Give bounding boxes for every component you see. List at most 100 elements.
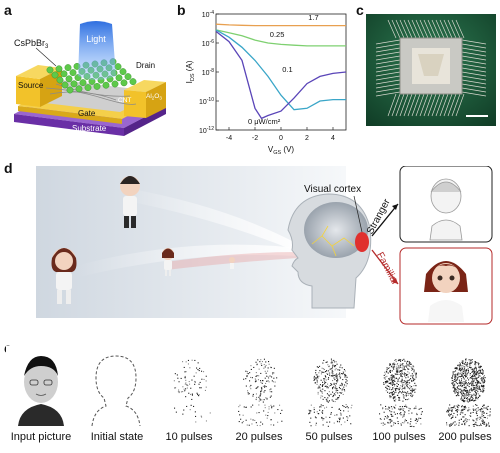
face-pixel (385, 370, 387, 372)
face-pixel (412, 390, 414, 392)
face-pixel (404, 375, 406, 377)
human-head (287, 193, 372, 309)
face-pixel (405, 404, 407, 406)
face-pixel (476, 384, 478, 386)
face-pixel (269, 389, 271, 391)
face-pixel (245, 419, 247, 421)
pin-top (443, 19, 453, 39)
face-pixel (478, 386, 480, 388)
face-pixel (390, 413, 392, 415)
face-pixel (405, 394, 407, 396)
face-pixel (329, 374, 331, 376)
face-pixel (410, 393, 412, 395)
face-pixel (389, 395, 391, 397)
face-pixel (260, 380, 262, 382)
face-pixel (323, 359, 325, 361)
face-pixel (340, 424, 342, 426)
face-pixel (342, 373, 344, 375)
face-pixel (325, 381, 327, 383)
face-pixel (388, 378, 390, 380)
face-pixel (391, 384, 393, 386)
face-pixel (461, 369, 463, 371)
face-pixel (458, 376, 460, 378)
face-pixel (271, 380, 273, 382)
face-pixel (333, 377, 335, 379)
face-pixel (453, 371, 455, 373)
face-pixel (391, 365, 393, 367)
face-pixel (404, 380, 406, 382)
face-pixel (467, 372, 469, 374)
face-pixel (338, 408, 340, 410)
pin-right (461, 55, 487, 61)
face-pixel (461, 397, 463, 399)
face-pixel (467, 368, 469, 370)
face-pixel (392, 377, 394, 379)
face-pixel (319, 365, 321, 367)
face-pixel (421, 411, 423, 413)
face-pixel (481, 380, 483, 382)
face-pixel (399, 381, 401, 383)
pin-top (423, 19, 433, 39)
face-pixel (478, 364, 480, 366)
face-pixel (482, 381, 484, 383)
face-pixel (414, 382, 416, 384)
face-pixel (319, 406, 321, 408)
face-pixel (332, 387, 334, 389)
face-pixel (407, 364, 409, 366)
face-pixel (401, 363, 403, 365)
face-pixel (181, 391, 183, 393)
face-pixel (324, 407, 326, 409)
face-pixel (265, 382, 267, 384)
face-pixel (449, 409, 451, 411)
face-pixel (177, 377, 179, 379)
face-pixel (385, 386, 387, 388)
face-pixel (409, 379, 411, 381)
face-pixel (406, 406, 408, 408)
face-pixel (458, 364, 460, 366)
face-pixel (191, 393, 193, 395)
face-pixel (460, 410, 462, 412)
face-pixel (392, 363, 394, 365)
face-pixel (238, 406, 240, 408)
face-pixel (448, 413, 450, 415)
face-pixel (339, 377, 341, 379)
face-pixel (453, 412, 455, 414)
pin-right (461, 63, 487, 69)
face-pixel (473, 373, 475, 375)
face-pixel (471, 359, 473, 361)
face-pixel (408, 410, 410, 412)
face-pixel (395, 361, 397, 363)
face-pixel (264, 366, 266, 368)
face-pixel (482, 391, 484, 393)
face-pixel (470, 395, 472, 397)
face-pixel (400, 412, 402, 414)
face-pixel (391, 370, 393, 372)
face-pixel (327, 364, 329, 366)
face-pixel (472, 382, 474, 384)
face-pixel (346, 405, 348, 407)
face-pixel (411, 391, 413, 393)
face-pixel (406, 392, 408, 394)
face-pixel (336, 373, 338, 375)
face-pixel (454, 378, 456, 380)
face-pixel (343, 406, 345, 408)
face-pixel (245, 406, 247, 408)
face-pixel (315, 417, 317, 419)
face-pixel (474, 388, 476, 390)
face-pixel (399, 399, 401, 401)
face-pixel (460, 393, 462, 395)
face-pixel (462, 416, 464, 418)
face-pixel (325, 376, 327, 378)
face-pixel (474, 390, 476, 392)
face-pixel (413, 369, 415, 371)
pin-right (461, 43, 487, 49)
face-pixel (205, 375, 207, 377)
face-pixel (469, 409, 471, 411)
face-pixel (459, 376, 461, 378)
face-pixel (259, 361, 261, 363)
face-pixel (398, 367, 400, 369)
face-pixel (461, 409, 463, 411)
face-pixel (474, 362, 476, 364)
x-axis-ticks: -4 -2 0 2 4 (226, 127, 335, 142)
face-pixel (405, 383, 407, 385)
